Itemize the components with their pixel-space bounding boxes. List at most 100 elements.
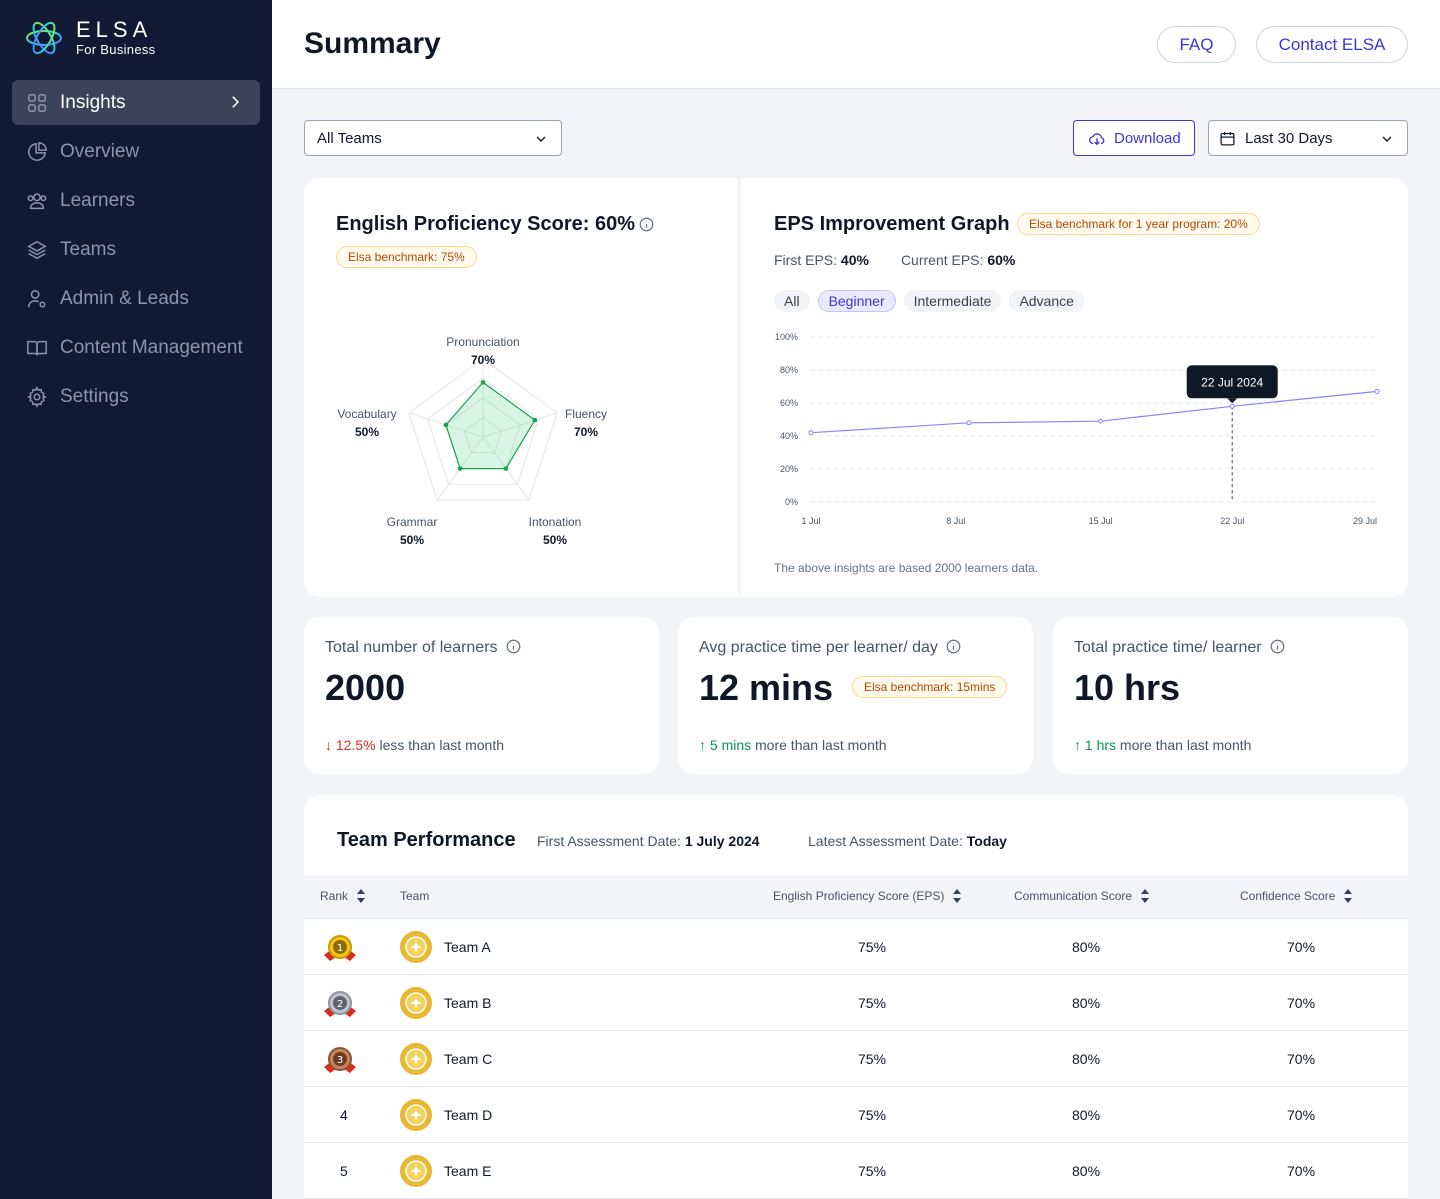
download-button[interactable]: Download — [1073, 120, 1195, 156]
info-icon[interactable] — [506, 639, 521, 654]
radar-point — [480, 380, 486, 385]
data-point[interactable] — [1098, 418, 1104, 424]
sort-icon — [1141, 889, 1150, 903]
pie-chart-icon — [26, 141, 48, 163]
level-chip-all[interactable]: All — [774, 290, 810, 312]
contact-elsa-button[interactable]: Contact ELSA — [1256, 26, 1408, 63]
first-assessment-label: First Assessment Date: — [537, 833, 681, 849]
first-assessment-value: 1 July 2024 — [684, 833, 760, 849]
level-chip-beginner[interactable]: Beginner — [817, 290, 896, 312]
stat-delta: ↑ 1 hrs more than last month — [1074, 737, 1251, 753]
elsa-logo[interactable]: ELSA For Business — [24, 18, 155, 58]
radar-grid-spoke — [482, 412, 558, 438]
arrow-up-icon: ↑ — [699, 737, 706, 753]
team-name: Team B — [444, 995, 492, 1011]
x-tick-label: 29 Jul — [1353, 516, 1377, 526]
team-select[interactable]: All Teams — [304, 120, 562, 156]
column-eps[interactable]: English Proficiency Score (EPS) — [773, 889, 962, 903]
layers-icon — [26, 239, 48, 261]
latest-assessment-value: Today — [966, 833, 1007, 849]
data-point[interactable] — [966, 420, 972, 426]
gold-medal-icon: 1 — [324, 935, 356, 961]
faq-button[interactable]: FAQ — [1157, 26, 1236, 63]
column-confidence[interactable]: Confidence Score — [1240, 889, 1353, 903]
stat-label-text: Total number of learners — [325, 639, 498, 656]
stat-delta-value: 5 mins — [709, 737, 752, 753]
user-gear-icon — [26, 288, 48, 310]
communication-score: 80% — [1072, 1163, 1101, 1179]
confidence-score: 70% — [1287, 995, 1316, 1011]
latest-assessment-label: Latest Assessment Date: — [808, 833, 963, 849]
current-eps-label: Current EPS: — [900, 252, 984, 268]
sidebar-item-settings[interactable]: Settings — [12, 374, 260, 419]
confidence-score: 70% — [1287, 939, 1316, 955]
team-name: Team E — [444, 1163, 492, 1179]
team-avatar-icon — [400, 1155, 432, 1187]
stat-total-practice-time: Total practice time/ learner 10 hrs ↑ 1 … — [1053, 617, 1408, 774]
stat-value: 10 hrs — [1074, 667, 1181, 708]
radar-grid-ring — [463, 416, 503, 454]
table-row[interactable]: 4 Team D 75% 80% 70% — [304, 1087, 1408, 1143]
sidebar-item-label: Learners — [60, 189, 135, 211]
column-rank[interactable]: Rank — [320, 889, 366, 903]
chevron-down-icon — [536, 136, 546, 142]
sidebar-item-teams[interactable]: Teams — [12, 227, 260, 272]
level-chip-intermediate[interactable]: Intermediate — [903, 290, 1002, 312]
sidebar-item-label: Insights — [60, 91, 126, 113]
radar-grid-ring — [426, 377, 540, 485]
sidebar-item-overview[interactable]: Overview — [12, 129, 260, 174]
radar-axis-label: Pronunciation — [446, 335, 520, 349]
info-icon[interactable] — [1270, 639, 1285, 654]
communication-score: 80% — [1072, 939, 1101, 955]
level-chip-advance[interactable]: Advance — [1009, 290, 1084, 312]
stat-label: Avg practice time per learner/ day — [699, 639, 961, 657]
first-assessment-date: First Assessment Date: 1 July 2024 — [537, 833, 760, 849]
rank-number: 5 — [340, 1163, 348, 1179]
stat-total-learners: Total number of learners 2000 ↓ 12.5% le… — [304, 617, 659, 774]
y-tick-label: 40% — [780, 431, 798, 441]
series-line — [810, 390, 1378, 434]
info-icon[interactable] — [946, 639, 961, 654]
sidebar-item-label: Overview — [60, 140, 140, 162]
table-row[interactable]: 3 Team C 75% 80% 70% — [304, 1031, 1408, 1087]
sidebar-item-learners[interactable]: Learners — [12, 178, 260, 223]
radar-axis-label: Grammar — [386, 515, 438, 529]
graph-benchmark-badge: Elsa benchmark for 1 year program: 20% — [1017, 213, 1260, 235]
data-point[interactable] — [1374, 388, 1380, 394]
gear-icon — [26, 385, 48, 408]
brand-sub: For Business — [76, 42, 156, 57]
rank-number: 4 — [340, 1107, 348, 1123]
graph-note: The above insights are based 2000 learne… — [774, 561, 1039, 575]
team-name: Team C — [444, 1051, 493, 1067]
stat-value: 12 mins — [699, 667, 834, 708]
sidebar-item-admin-leads[interactable]: Admin & Leads — [12, 276, 260, 321]
sidebar-item-label: Teams — [60, 238, 116, 260]
table-row[interactable]: 5 Team E 75% 80% 70% — [304, 1143, 1408, 1199]
confidence-score: 70% — [1287, 1051, 1316, 1067]
column-communication[interactable]: Communication Score — [1014, 889, 1150, 903]
y-tick-label: 60% — [780, 398, 798, 408]
first-eps-label: First EPS: — [774, 252, 838, 268]
column-label: Team — [400, 889, 430, 903]
eps-score: 75% — [858, 939, 887, 955]
first-eps-value: 40% — [840, 252, 869, 268]
column-label: Confidence Score — [1240, 889, 1336, 903]
info-icon[interactable] — [639, 217, 654, 232]
table-row[interactable]: 2 Team B 75% 80% 70% — [304, 975, 1408, 1031]
date-range-select[interactable]: Last 30 Days — [1208, 120, 1408, 156]
sidebar-item-label: Settings — [60, 385, 129, 407]
sidebar-item-insights[interactable]: Insights — [12, 80, 260, 125]
graph-title: EPS Improvement Graph — [774, 213, 1010, 235]
table-row[interactable]: 1 Team A 75% 80% 70% — [304, 919, 1408, 975]
eps-summary: First EPS: 40% Current EPS: 60% — [774, 252, 1015, 268]
data-point[interactable] — [1229, 403, 1235, 409]
radar-point — [503, 466, 509, 471]
sidebar-item-content-management[interactable]: Content Management — [12, 325, 260, 370]
column-label: Communication Score — [1014, 889, 1133, 903]
download-label: Download — [1114, 129, 1181, 147]
radar-point — [443, 422, 449, 428]
radar-axis-label: Vocabulary — [337, 407, 397, 421]
radar-points — [443, 380, 538, 471]
data-point[interactable] — [808, 430, 814, 436]
elsa-logo-icon — [26, 21, 62, 55]
